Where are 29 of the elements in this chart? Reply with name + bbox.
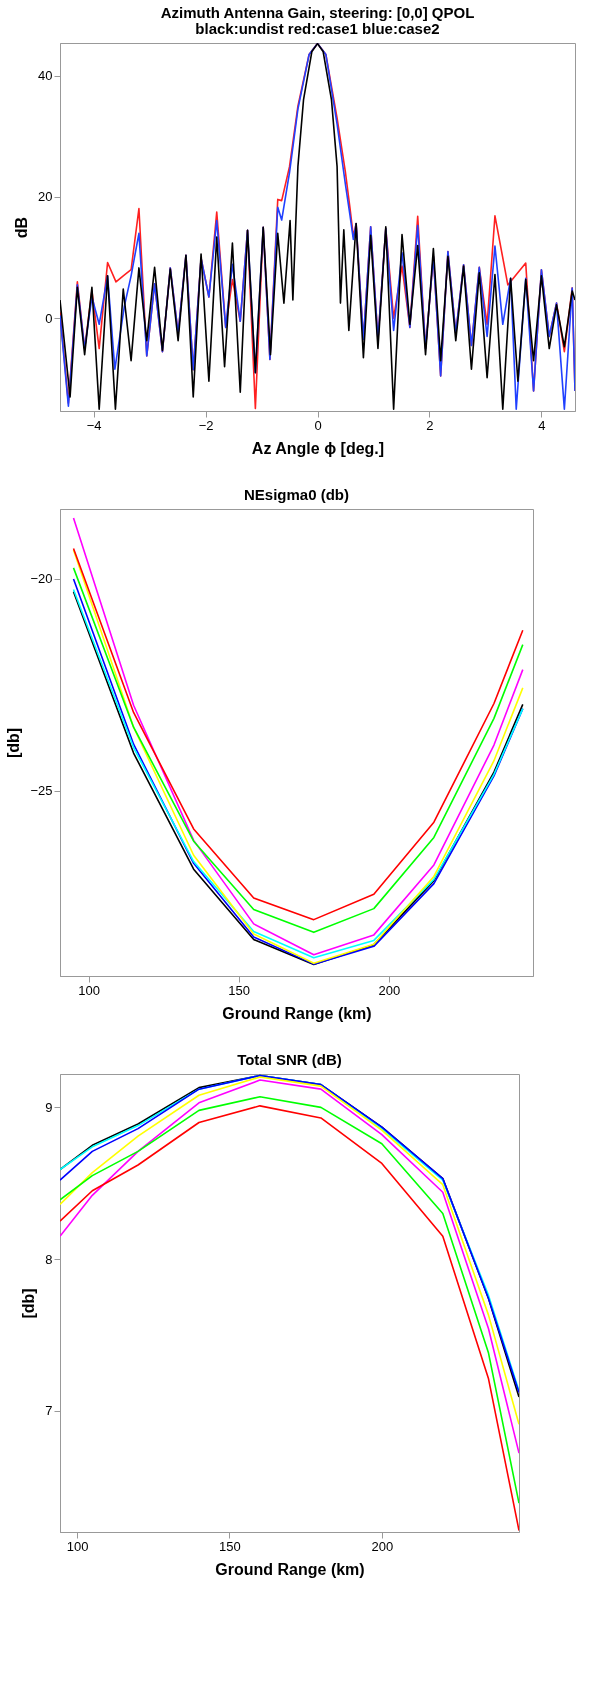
y-tick-label: 0 (45, 310, 53, 326)
x-tick-label: 100 (78, 982, 100, 998)
x-axis-title: Az Angle ϕ [deg.] (251, 439, 385, 457)
y-axis-title: dB (13, 216, 31, 239)
x-axis-title: Ground Range (km) (222, 1004, 372, 1022)
y-tick-label: 8 (45, 1251, 53, 1267)
x-axis-title: Ground Range (km) (215, 1560, 365, 1578)
chart-title: NEsigma0 (db) (243, 486, 350, 503)
y-tick-label: −20 (30, 571, 53, 587)
x-tick-label: −4 (86, 417, 102, 433)
y-axis-title: [db] (5, 727, 23, 759)
y-tick-label: 9 (45, 1099, 53, 1115)
x-tick-label: 150 (219, 1538, 241, 1554)
x-tick-label: 2 (426, 417, 434, 433)
x-tick-label: 200 (378, 982, 401, 998)
y-tick-label: 40 (38, 68, 53, 84)
y-tick-label: 7 (45, 1403, 53, 1419)
x-tick-label: 4 (538, 417, 546, 433)
x-tick-label: 200 (371, 1538, 394, 1554)
x-tick-label: 0 (314, 417, 322, 433)
y-axis-title: [db] (20, 1288, 38, 1319)
x-tick-label: 100 (66, 1538, 89, 1554)
chart-title: Total SNR (dB) (237, 1051, 342, 1068)
y-tick-label: 20 (38, 189, 53, 205)
x-tick-label: 150 (228, 982, 251, 998)
y-tick-label: −25 (30, 783, 53, 799)
x-tick-label: −2 (198, 417, 214, 433)
chart-title: Azimuth Antenna Gain, steering: [0,0] QPOL (160, 4, 475, 21)
chart-subtitle: black:undist red:case1 blue:case2 (195, 20, 440, 37)
